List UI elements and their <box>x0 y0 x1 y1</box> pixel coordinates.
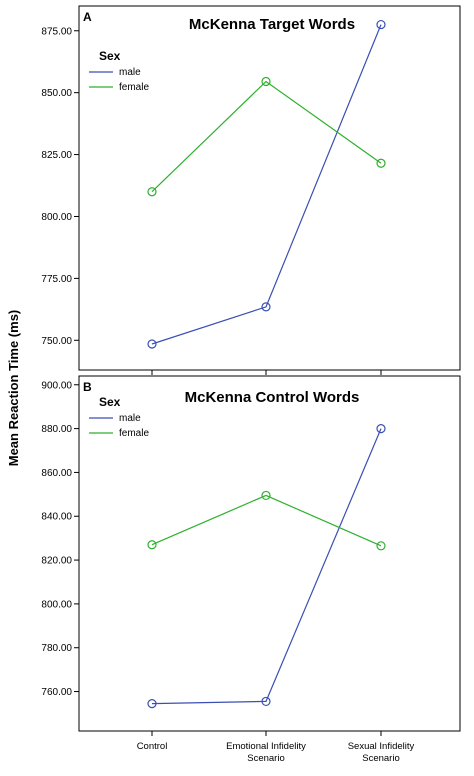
data-point-female <box>376 158 386 168</box>
panel-letter: A <box>83 10 92 24</box>
y-tick-label: 880.00 <box>41 424 72 435</box>
chart-title: McKenna Target Words <box>189 16 355 33</box>
y-tick-label: 840.00 <box>41 512 72 523</box>
data-point-female <box>261 76 271 87</box>
x-tick-label: Scenario <box>362 753 400 764</box>
y-tick-label: 875.00 <box>41 26 72 37</box>
y-tick-label: 800.00 <box>41 599 72 610</box>
legend-title: Sex <box>99 395 121 409</box>
y-tick-label: 900.00 <box>41 380 72 391</box>
y-tick-label: 800.00 <box>41 212 72 223</box>
series-line-male <box>151 24 382 345</box>
legend-title: Sex <box>99 49 121 63</box>
y-tick-label: 825.00 <box>41 150 72 161</box>
x-tick-label: Control <box>137 741 168 752</box>
data-point-male <box>261 302 271 312</box>
data-point-male <box>147 699 157 709</box>
y-tick-label: 750.00 <box>41 336 72 347</box>
data-point-male <box>376 19 386 30</box>
data-point-female <box>261 490 271 501</box>
series-line-male <box>151 428 382 705</box>
panel-b: B McKenna Control Words 760.00 780.00 800.00… <box>41 375 461 736</box>
data-point-female <box>147 187 157 197</box>
y-tick-label: 775.00 <box>41 274 72 285</box>
legend-label-female: female <box>119 82 149 93</box>
y-axis-label: Mean Reaction Time (ms) <box>6 310 21 467</box>
data-point-female <box>147 540 157 550</box>
data-point-female <box>376 541 386 551</box>
plot-frame <box>78 375 461 732</box>
y-tick-label: 860.00 <box>41 468 72 479</box>
data-point-male <box>147 339 157 349</box>
y-tick-label: 780.00 <box>41 643 72 654</box>
series-line-female <box>151 80 382 193</box>
panel-a: A McKenna Target Words 750.00 775.00 800.00 8… <box>41 5 461 375</box>
legend-label-female: female <box>119 428 149 439</box>
y-tick-label: 850.00 <box>41 88 72 99</box>
panel-letter: B <box>83 380 92 394</box>
y-tick-label: 760.00 <box>41 687 72 698</box>
legend-label-male: male <box>119 67 141 78</box>
chart-title: McKenna Control Words <box>185 389 360 406</box>
data-point-male <box>261 696 271 707</box>
x-axis-labels: Control Emotional InfidelityScenarioSexua… <box>137 741 415 764</box>
x-tick-label: Scenario <box>247 753 285 764</box>
data-point-male <box>376 423 386 434</box>
x-tick-label: Sexual Infidelity <box>348 741 415 752</box>
legend-label-male: male <box>119 413 141 424</box>
series-line-female <box>151 494 382 547</box>
x-tick-label: Emotional Infidelity <box>226 741 306 752</box>
plot-frame <box>78 5 461 371</box>
y-tick-label: 820.00 <box>41 556 72 567</box>
